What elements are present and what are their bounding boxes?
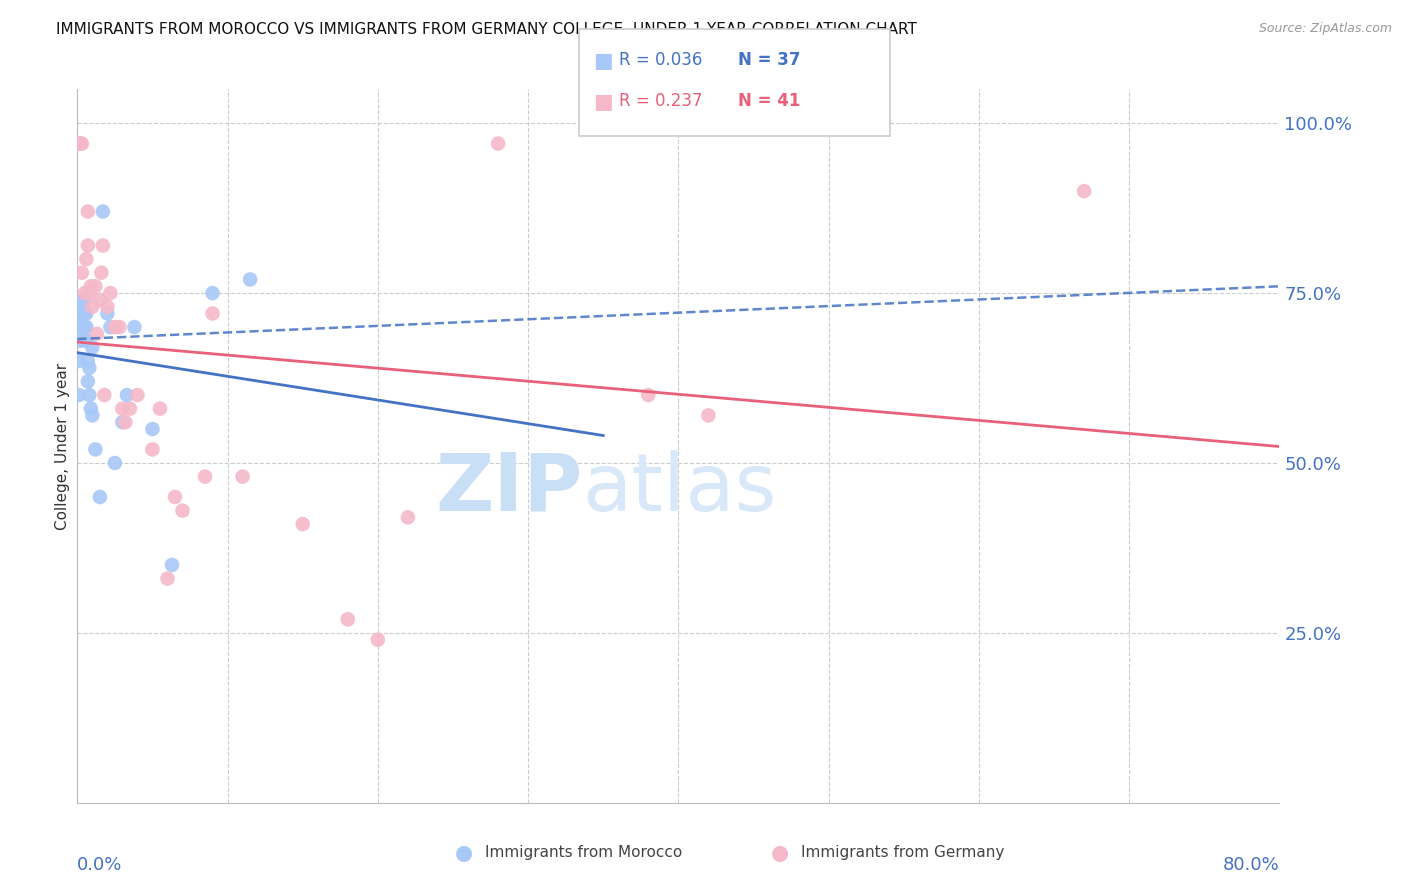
Point bbox=[76, 375, 98, 389]
Point bbox=[156, 572, 179, 586]
Point bbox=[291, 517, 314, 532]
Text: atlas: atlas bbox=[582, 450, 776, 528]
Point bbox=[160, 558, 183, 572]
Text: ●: ● bbox=[456, 843, 472, 863]
Point bbox=[70, 306, 93, 320]
Point bbox=[111, 401, 134, 416]
Point bbox=[232, 469, 254, 483]
Point bbox=[100, 320, 122, 334]
Point bbox=[108, 320, 131, 334]
Y-axis label: College, Under 1 year: College, Under 1 year bbox=[55, 362, 70, 530]
Point bbox=[82, 300, 104, 314]
Point bbox=[70, 136, 93, 151]
Point bbox=[163, 490, 186, 504]
Text: N = 37: N = 37 bbox=[738, 51, 800, 69]
Point bbox=[127, 388, 149, 402]
Point bbox=[69, 334, 91, 348]
Point bbox=[336, 612, 359, 626]
Point bbox=[96, 306, 118, 320]
Point bbox=[72, 293, 94, 307]
Text: Immigrants from Morocco: Immigrants from Morocco bbox=[485, 846, 682, 860]
Point bbox=[104, 320, 127, 334]
Point bbox=[239, 272, 262, 286]
Point bbox=[637, 388, 659, 402]
Point bbox=[114, 415, 136, 429]
Point bbox=[141, 442, 163, 457]
Point bbox=[82, 341, 104, 355]
Point bbox=[91, 238, 114, 252]
Point bbox=[82, 409, 104, 423]
Point bbox=[73, 293, 96, 307]
Point bbox=[104, 456, 127, 470]
Point bbox=[697, 409, 720, 423]
Text: 80.0%: 80.0% bbox=[1223, 856, 1279, 874]
Point bbox=[75, 306, 97, 320]
Point bbox=[79, 360, 101, 375]
Point bbox=[76, 238, 98, 252]
Point bbox=[70, 293, 93, 307]
Point bbox=[80, 401, 103, 416]
Point bbox=[70, 320, 93, 334]
Point bbox=[100, 286, 122, 301]
Point bbox=[1073, 184, 1095, 198]
Text: ■: ■ bbox=[593, 92, 613, 112]
Point bbox=[67, 388, 90, 402]
Point bbox=[91, 204, 114, 219]
Text: IMMIGRANTS FROM MOROCCO VS IMMIGRANTS FROM GERMANY COLLEGE, UNDER 1 YEAR CORRELA: IMMIGRANTS FROM MOROCCO VS IMMIGRANTS FR… bbox=[56, 22, 917, 37]
Point bbox=[149, 401, 172, 416]
Point bbox=[141, 422, 163, 436]
Point bbox=[67, 354, 90, 368]
Text: N = 41: N = 41 bbox=[738, 92, 800, 110]
Text: R = 0.036: R = 0.036 bbox=[619, 51, 702, 69]
Point bbox=[115, 388, 138, 402]
Point bbox=[76, 204, 98, 219]
Point bbox=[69, 306, 91, 320]
Text: ZIP: ZIP bbox=[434, 450, 582, 528]
Point bbox=[79, 388, 101, 402]
Point bbox=[79, 286, 101, 301]
Point bbox=[73, 306, 96, 320]
Point bbox=[201, 306, 224, 320]
Point bbox=[194, 469, 217, 483]
Point bbox=[96, 300, 118, 314]
Point bbox=[367, 632, 389, 647]
Point bbox=[76, 354, 98, 368]
Point bbox=[124, 320, 146, 334]
Point bbox=[73, 334, 96, 348]
Point bbox=[75, 320, 97, 334]
Point bbox=[486, 136, 509, 151]
Text: 0.0%: 0.0% bbox=[77, 856, 122, 874]
Point bbox=[89, 293, 111, 307]
Point bbox=[118, 401, 141, 416]
Point bbox=[84, 279, 107, 293]
Point bbox=[80, 279, 103, 293]
Point bbox=[72, 306, 94, 320]
Point bbox=[89, 490, 111, 504]
Point bbox=[396, 510, 419, 524]
Text: R = 0.237: R = 0.237 bbox=[619, 92, 702, 110]
Point bbox=[73, 286, 96, 301]
Point bbox=[90, 266, 112, 280]
Point bbox=[73, 320, 96, 334]
Text: ■: ■ bbox=[593, 51, 613, 70]
Point bbox=[67, 136, 90, 151]
Point bbox=[86, 326, 108, 341]
Point bbox=[69, 136, 91, 151]
Point bbox=[93, 388, 115, 402]
Text: Immigrants from Germany: Immigrants from Germany bbox=[801, 846, 1005, 860]
Point bbox=[70, 266, 93, 280]
Point bbox=[172, 503, 194, 517]
Text: ●: ● bbox=[772, 843, 789, 863]
Point bbox=[72, 320, 94, 334]
Point bbox=[75, 334, 97, 348]
Point bbox=[201, 286, 224, 301]
Point bbox=[84, 442, 107, 457]
Text: Source: ZipAtlas.com: Source: ZipAtlas.com bbox=[1258, 22, 1392, 36]
Point bbox=[111, 415, 134, 429]
Point bbox=[75, 252, 97, 266]
